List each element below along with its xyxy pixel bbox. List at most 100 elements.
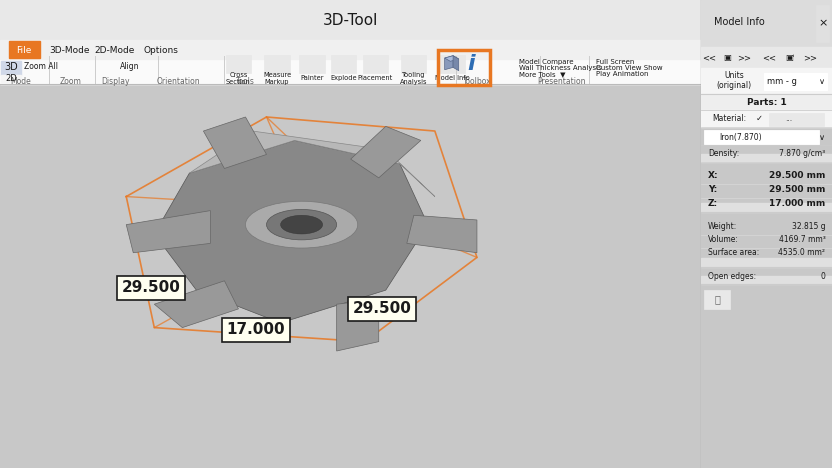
Bar xyxy=(701,203,832,212)
Polygon shape xyxy=(444,56,458,61)
Text: i: i xyxy=(468,54,475,73)
Text: File: File xyxy=(16,45,32,55)
Bar xyxy=(701,276,832,284)
Text: 🗑: 🗑 xyxy=(714,294,720,305)
Bar xyxy=(701,94,832,110)
Text: Cross
Section: Cross Section xyxy=(226,72,250,85)
Text: Zoom: Zoom xyxy=(59,77,81,87)
Polygon shape xyxy=(444,56,453,70)
Text: Parts: 1: Parts: 1 xyxy=(747,97,786,107)
Text: 29.500 mm: 29.500 mm xyxy=(769,185,825,194)
Bar xyxy=(701,258,832,267)
Polygon shape xyxy=(126,211,210,253)
Text: Measure
Markup: Measure Markup xyxy=(263,72,291,85)
Text: ▣: ▣ xyxy=(724,53,731,62)
Bar xyxy=(704,290,730,309)
Text: Model Info: Model Info xyxy=(435,75,470,81)
Polygon shape xyxy=(190,131,435,197)
Text: Mode: Mode xyxy=(11,77,32,87)
Ellipse shape xyxy=(266,210,337,240)
FancyBboxPatch shape xyxy=(770,113,825,126)
Text: 29.500: 29.500 xyxy=(353,301,412,316)
Polygon shape xyxy=(337,300,379,351)
Text: 17.000 mm: 17.000 mm xyxy=(770,199,825,208)
Text: X:: X: xyxy=(708,171,719,180)
Text: Surface area:: Surface area: xyxy=(708,248,759,257)
Text: Play Animation: Play Animation xyxy=(597,71,649,77)
Text: <<: << xyxy=(702,53,716,62)
Text: 29.500: 29.500 xyxy=(121,280,181,295)
Bar xyxy=(331,55,356,73)
Text: ∨: ∨ xyxy=(819,77,825,86)
Text: 3D-Tool: 3D-Tool xyxy=(323,13,379,28)
Bar xyxy=(9,41,40,58)
Bar xyxy=(701,0,832,47)
Ellipse shape xyxy=(280,215,323,234)
Text: Toolbox: Toolbox xyxy=(463,77,491,87)
Text: ✓: ✓ xyxy=(755,114,762,124)
Bar xyxy=(816,5,830,42)
Bar xyxy=(363,55,388,73)
Polygon shape xyxy=(203,117,266,168)
Text: Painter: Painter xyxy=(300,75,324,81)
Bar xyxy=(2,61,21,75)
Text: Weight:: Weight: xyxy=(708,222,737,231)
FancyBboxPatch shape xyxy=(764,73,827,90)
Polygon shape xyxy=(351,126,421,178)
Text: Zoom All: Zoom All xyxy=(23,62,57,71)
Text: 29.500 mm: 29.500 mm xyxy=(769,171,825,180)
Polygon shape xyxy=(154,281,239,328)
Text: ▣ⁱ: ▣ⁱ xyxy=(785,53,795,62)
Bar xyxy=(2,75,21,82)
Bar xyxy=(701,68,832,94)
Text: Full Screen: Full Screen xyxy=(597,59,635,65)
Text: 17.000: 17.000 xyxy=(226,322,285,337)
Text: Volume:: Volume: xyxy=(708,235,739,244)
Text: Presentation: Presentation xyxy=(537,77,586,87)
Bar xyxy=(0,40,701,58)
Text: Open edges:: Open edges: xyxy=(708,271,756,281)
Text: 0: 0 xyxy=(820,271,825,281)
Text: More Tools  ▼: More Tools ▼ xyxy=(519,71,566,77)
Text: ...: ... xyxy=(785,114,792,124)
Bar xyxy=(701,47,832,68)
Text: Wall Thickness Analysis: Wall Thickness Analysis xyxy=(519,65,602,71)
Bar xyxy=(0,0,701,84)
Text: Iron(7.870): Iron(7.870) xyxy=(719,132,762,142)
Bar xyxy=(701,154,832,162)
Ellipse shape xyxy=(245,201,358,248)
Bar xyxy=(225,55,251,73)
Text: ∨: ∨ xyxy=(819,132,825,142)
Text: Tooling
Analysis: Tooling Analysis xyxy=(400,72,428,85)
Text: Y:: Y: xyxy=(708,185,717,194)
FancyBboxPatch shape xyxy=(704,130,819,144)
Text: >>: >> xyxy=(737,53,751,62)
Bar xyxy=(0,0,701,40)
Polygon shape xyxy=(407,215,477,253)
Text: >>: >> xyxy=(803,53,817,62)
Text: Custom View Show: Custom View Show xyxy=(597,65,663,71)
Bar xyxy=(701,110,832,127)
Text: Orientation: Orientation xyxy=(157,77,201,87)
Text: Placement: Placement xyxy=(358,75,393,81)
Text: Model Compare: Model Compare xyxy=(519,59,573,65)
Text: Tools: Tools xyxy=(236,77,255,87)
Text: 7.870 g/cm³: 7.870 g/cm³ xyxy=(780,149,825,158)
Text: Density:: Density: xyxy=(708,149,739,158)
Bar xyxy=(438,50,490,85)
Bar xyxy=(300,55,324,73)
Text: Explode: Explode xyxy=(330,75,357,81)
Polygon shape xyxy=(453,56,458,71)
Text: 2D: 2D xyxy=(5,73,17,83)
Bar xyxy=(265,55,290,73)
Text: Model Info: Model Info xyxy=(715,17,765,27)
Text: Units
(original): Units (original) xyxy=(716,71,751,90)
Text: Material:: Material: xyxy=(712,114,746,124)
Text: 4535.0 mm²: 4535.0 mm² xyxy=(779,248,825,257)
Text: Z:: Z: xyxy=(708,199,718,208)
Text: 4169.7 mm³: 4169.7 mm³ xyxy=(779,235,825,244)
Text: 2D-Mode: 2D-Mode xyxy=(95,45,136,55)
Text: Options: Options xyxy=(143,45,178,55)
Polygon shape xyxy=(154,140,428,323)
Text: <<: << xyxy=(762,53,776,62)
